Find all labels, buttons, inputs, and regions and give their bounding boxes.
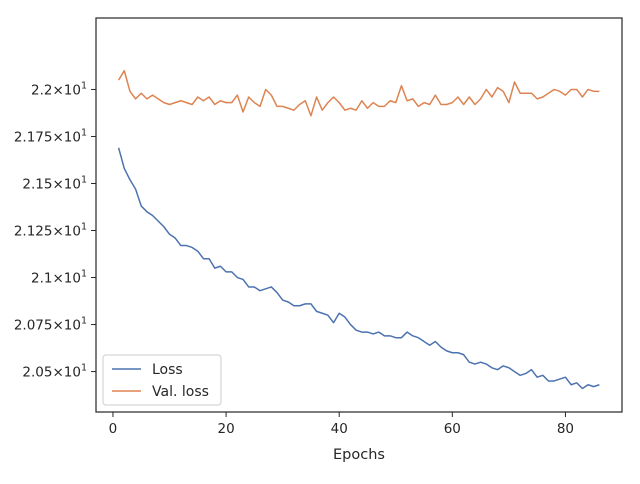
- series-line-val-loss: [119, 71, 600, 116]
- x-tick-label: 40: [331, 421, 348, 437]
- y-tick-label: 2.15×101: [22, 174, 87, 192]
- y-axis: 2.05×101 2.075×101 2.1×101 2.125×101 2.15×10…: [14, 80, 96, 380]
- y-tick-label: 2.05×101: [22, 363, 87, 381]
- x-tick-label: 80: [557, 421, 574, 437]
- x-tick-label: 0: [109, 421, 118, 437]
- series-layer: [119, 71, 600, 389]
- y-tick-label: 2.075×101: [14, 316, 87, 334]
- x-axis-label: Epochs: [333, 447, 385, 463]
- x-tick-label: 60: [444, 421, 461, 437]
- legend-label-loss: Loss: [152, 362, 183, 378]
- plot-frame: [96, 18, 622, 412]
- y-tick-label: 2.2×101: [31, 80, 87, 98]
- x-axis: 0 20 40 60 80: [109, 412, 574, 437]
- y-tick-label: 2.175×101: [14, 127, 87, 145]
- series-line-loss: [119, 148, 600, 389]
- legend: Loss Val. loss: [103, 355, 221, 405]
- legend-label-val-loss: Val. loss: [152, 384, 209, 400]
- x-tick-label: 20: [217, 421, 234, 437]
- y-tick-label: 2.125×101: [14, 222, 87, 240]
- y-tick-label: 2.1×101: [31, 269, 87, 287]
